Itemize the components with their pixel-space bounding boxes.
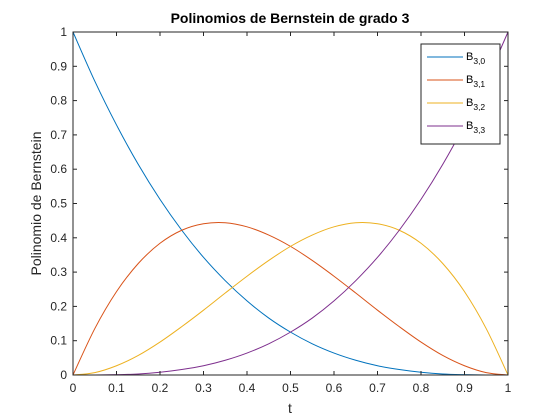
legend-entry-label: B3,3 — [466, 120, 485, 135]
y-tick-label: 0.4 — [50, 231, 67, 245]
y-tick-label: 1 — [60, 25, 67, 39]
x-tick-label: 0.8 — [413, 381, 430, 395]
x-tick-label: 0.2 — [152, 381, 169, 395]
x-tick-label: 0.6 — [326, 381, 343, 395]
y-tick-label: 0.9 — [50, 59, 67, 73]
y-tick-label: 0.2 — [50, 299, 67, 313]
x-tick-label: 0.7 — [369, 381, 386, 395]
x-tick-label: 0.5 — [282, 381, 299, 395]
y-tick-label: 0.6 — [50, 162, 67, 176]
y-tick-label: 0.7 — [50, 128, 67, 142]
x-tick-label: 0 — [70, 381, 77, 395]
y-axis-label: Polinomio de Bernstein — [28, 132, 44, 276]
y-tick-label: 0.8 — [50, 94, 67, 108]
x-tick-label: 0.3 — [195, 381, 212, 395]
legend-entry-label: B3,2 — [466, 97, 485, 112]
legend: B3,0 B3,1 B3,2 B3,3 — [420, 43, 501, 145]
x-tick-label: 0.4 — [239, 381, 256, 395]
y-tick-label: 0 — [60, 368, 67, 382]
y-tick-label: 0.3 — [50, 265, 67, 279]
x-tick-label: 0.1 — [108, 381, 125, 395]
y-tick-label: 0.1 — [50, 334, 67, 348]
x-axis-label: t — [288, 400, 292, 416]
x-tick-label: 1 — [505, 381, 512, 395]
legend-box — [420, 43, 501, 145]
chart-title: Polinomios de Bernstein de grado 3 — [171, 10, 410, 26]
x-tick-label: 0.9 — [456, 381, 473, 395]
series-line-3-3 — [72, 31, 509, 376]
ticks-layer: 0 0.1 0.2 0.3 0.4 0.5 0.6 0.7 0.8 0.9 1 0 0.1 0.2 0.3 0… — [50, 25, 511, 395]
series-layer — [72, 31, 509, 376]
y-tick-label: 0.5 — [50, 197, 67, 211]
legend-entry-label: B3,1 — [466, 74, 485, 89]
series-line-3-2 — [72, 221, 509, 376]
legend-entry-label: B3,0 — [466, 51, 485, 66]
